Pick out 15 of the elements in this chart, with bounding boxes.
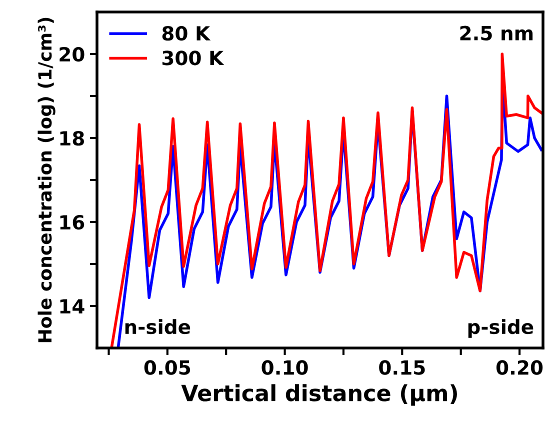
x-tick-label: 0.10: [262, 360, 308, 375]
x-tick-label: 0.15: [379, 360, 425, 375]
x-tick-label: 0.20: [496, 360, 543, 375]
annotation: p-side: [468, 319, 534, 338]
legend-label: 80 K: [162, 26, 211, 41]
y-tick-label: 20: [60, 46, 84, 62]
x-tick-label: 0.05: [144, 360, 190, 375]
y-tick-label: 18: [60, 130, 84, 146]
x-axis-title: Vertical distance (μm): [181, 384, 457, 406]
y-tick-label: 16: [60, 214, 84, 230]
legend-label: 300 K: [162, 50, 224, 66]
annotation: 2.5 nm: [460, 26, 533, 40]
y-axis-title: Hole concentration (log) (1/cm³): [38, 18, 56, 342]
y-tick-label: 14: [60, 299, 84, 314]
annotation: n-side: [125, 319, 190, 334]
